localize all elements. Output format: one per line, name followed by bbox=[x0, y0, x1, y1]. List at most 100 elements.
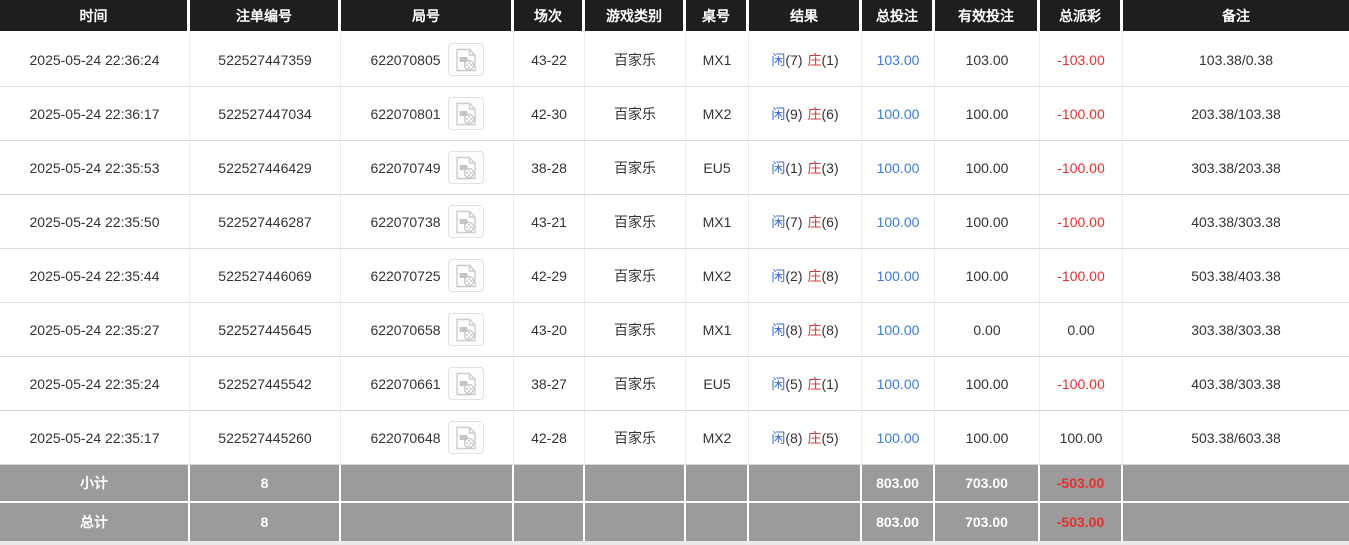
banker-result-score: (3) bbox=[821, 159, 839, 176]
player-result-label: 闲 bbox=[771, 267, 786, 284]
player-result-label: 闲 bbox=[771, 213, 786, 230]
round-cell: 622070661 bbox=[341, 357, 514, 411]
banker-result-score: (8) bbox=[821, 267, 839, 284]
table-row: 2025-05-24 22:36:24 522527447359 6220708… bbox=[0, 33, 1349, 87]
banker-result-score: (5) bbox=[821, 429, 839, 446]
session: 43-22 bbox=[514, 33, 585, 87]
table-id: MX2 bbox=[686, 411, 749, 465]
valid-bet: 103.00 bbox=[935, 33, 1040, 87]
summary-empty-game bbox=[585, 503, 686, 541]
player-result-label: 闲 bbox=[771, 159, 786, 176]
col-header-game-type: 游戏类别 bbox=[585, 0, 686, 33]
valid-bet: 100.00 bbox=[935, 87, 1040, 141]
player-result-label: 闲 bbox=[771, 375, 786, 392]
round-cell: 622070648 bbox=[341, 411, 514, 465]
round-id: 622070648 bbox=[370, 429, 441, 446]
summary-valid-bet: 703.00 bbox=[935, 503, 1040, 541]
player-result-score: (9) bbox=[785, 105, 803, 122]
summary-count: 8 bbox=[190, 503, 341, 541]
bet-id: 522527446287 bbox=[190, 195, 341, 249]
payout: -100.00 bbox=[1040, 249, 1123, 303]
player-result-label: 闲 bbox=[771, 51, 786, 68]
summary-empty-table bbox=[686, 503, 749, 541]
bet-id: 522527445645 bbox=[190, 303, 341, 357]
session: 42-28 bbox=[514, 411, 585, 465]
player-result-score: (7) bbox=[785, 51, 803, 68]
table-id: MX1 bbox=[686, 33, 749, 87]
round-id: 622070661 bbox=[370, 375, 441, 392]
banker-result-score: (6) bbox=[821, 213, 839, 230]
video-replay-button[interactable] bbox=[447, 421, 484, 454]
payout: -100.00 bbox=[1040, 87, 1123, 141]
payout: -100.00 bbox=[1040, 195, 1123, 249]
session: 38-28 bbox=[514, 141, 585, 195]
bet-time: 2025-05-24 22:35:44 bbox=[0, 249, 190, 303]
col-header-round-id: 局号 bbox=[341, 0, 514, 33]
remark: 103.38/0.38 bbox=[1123, 33, 1349, 87]
total-bet: 100.00 bbox=[862, 303, 935, 357]
table-id: EU5 bbox=[686, 141, 749, 195]
video-replay-button[interactable] bbox=[447, 313, 484, 346]
remark: 203.38/103.38 bbox=[1123, 87, 1349, 141]
video-replay-button[interactable] bbox=[447, 43, 484, 76]
round-id: 622070725 bbox=[370, 267, 441, 284]
video-replay-button[interactable] bbox=[447, 97, 484, 130]
video-replay-button[interactable] bbox=[447, 151, 484, 184]
game-type: 百家乐 bbox=[585, 411, 686, 465]
video-file-icon bbox=[455, 372, 476, 395]
round-cell: 622070749 bbox=[341, 141, 514, 195]
session: 38-27 bbox=[514, 357, 585, 411]
bet-id: 522527446069 bbox=[190, 249, 341, 303]
video-replay-button[interactable] bbox=[447, 367, 484, 400]
session: 42-30 bbox=[514, 87, 585, 141]
summary-total-bet: 803.00 bbox=[862, 465, 935, 503]
player-result-score: (5) bbox=[785, 375, 803, 392]
table-row: 2025-05-24 22:35:17 522527445260 6220706… bbox=[0, 411, 1349, 465]
summary-row: 总计 8 803.00 703.00 -503.00 bbox=[0, 503, 1349, 541]
player-result-score: (7) bbox=[785, 213, 803, 230]
col-header-bet-id: 注单编号 bbox=[190, 0, 341, 33]
col-header-table-id: 桌号 bbox=[686, 0, 749, 33]
col-header-session: 场次 bbox=[514, 0, 585, 33]
bet-time: 2025-05-24 22:36:17 bbox=[0, 87, 190, 141]
round-cell: 622070801 bbox=[341, 87, 514, 141]
col-header-total-bet: 总投注 bbox=[862, 0, 935, 33]
bet-time: 2025-05-24 22:35:53 bbox=[0, 141, 190, 195]
player-result-label: 闲 bbox=[771, 321, 786, 338]
banker-result-label: 庄 bbox=[807, 159, 822, 176]
total-bet: 100.00 bbox=[862, 195, 935, 249]
round-cell: 622070658 bbox=[341, 303, 514, 357]
round-cell: 622070805 bbox=[341, 33, 514, 87]
bet-id: 522527447034 bbox=[190, 87, 341, 141]
banker-result-label: 庄 bbox=[807, 267, 822, 284]
video-replay-button[interactable] bbox=[447, 259, 484, 292]
round-id: 622070749 bbox=[370, 159, 441, 176]
banker-result-label: 庄 bbox=[807, 375, 822, 392]
valid-bet: 100.00 bbox=[935, 411, 1040, 465]
valid-bet: 0.00 bbox=[935, 303, 1040, 357]
banker-result-label: 庄 bbox=[807, 213, 822, 230]
valid-bet: 100.00 bbox=[935, 249, 1040, 303]
bet-time: 2025-05-24 22:35:27 bbox=[0, 303, 190, 357]
table-id: MX1 bbox=[686, 303, 749, 357]
game-type: 百家乐 bbox=[585, 249, 686, 303]
banker-result-label: 庄 bbox=[807, 321, 822, 338]
summary-count: 8 bbox=[190, 465, 341, 503]
result-cell: 闲(8) 庄(8) bbox=[749, 303, 862, 357]
valid-bet: 100.00 bbox=[935, 195, 1040, 249]
video-file-icon bbox=[455, 210, 476, 233]
col-header-time: 时间 bbox=[0, 0, 190, 33]
result-cell: 闲(5) 庄(1) bbox=[749, 357, 862, 411]
result-cell: 闲(1) 庄(3) bbox=[749, 141, 862, 195]
bet-time: 2025-05-24 22:35:50 bbox=[0, 195, 190, 249]
video-replay-button[interactable] bbox=[447, 205, 484, 238]
payout: 100.00 bbox=[1040, 411, 1123, 465]
total-bet: 100.00 bbox=[862, 357, 935, 411]
remark: 303.38/203.38 bbox=[1123, 141, 1349, 195]
banker-result-score: (1) bbox=[821, 375, 839, 392]
banker-result-label: 庄 bbox=[807, 51, 822, 68]
player-result-score: (8) bbox=[785, 429, 803, 446]
banker-result-score: (8) bbox=[821, 321, 839, 338]
bet-id: 522527445542 bbox=[190, 357, 341, 411]
